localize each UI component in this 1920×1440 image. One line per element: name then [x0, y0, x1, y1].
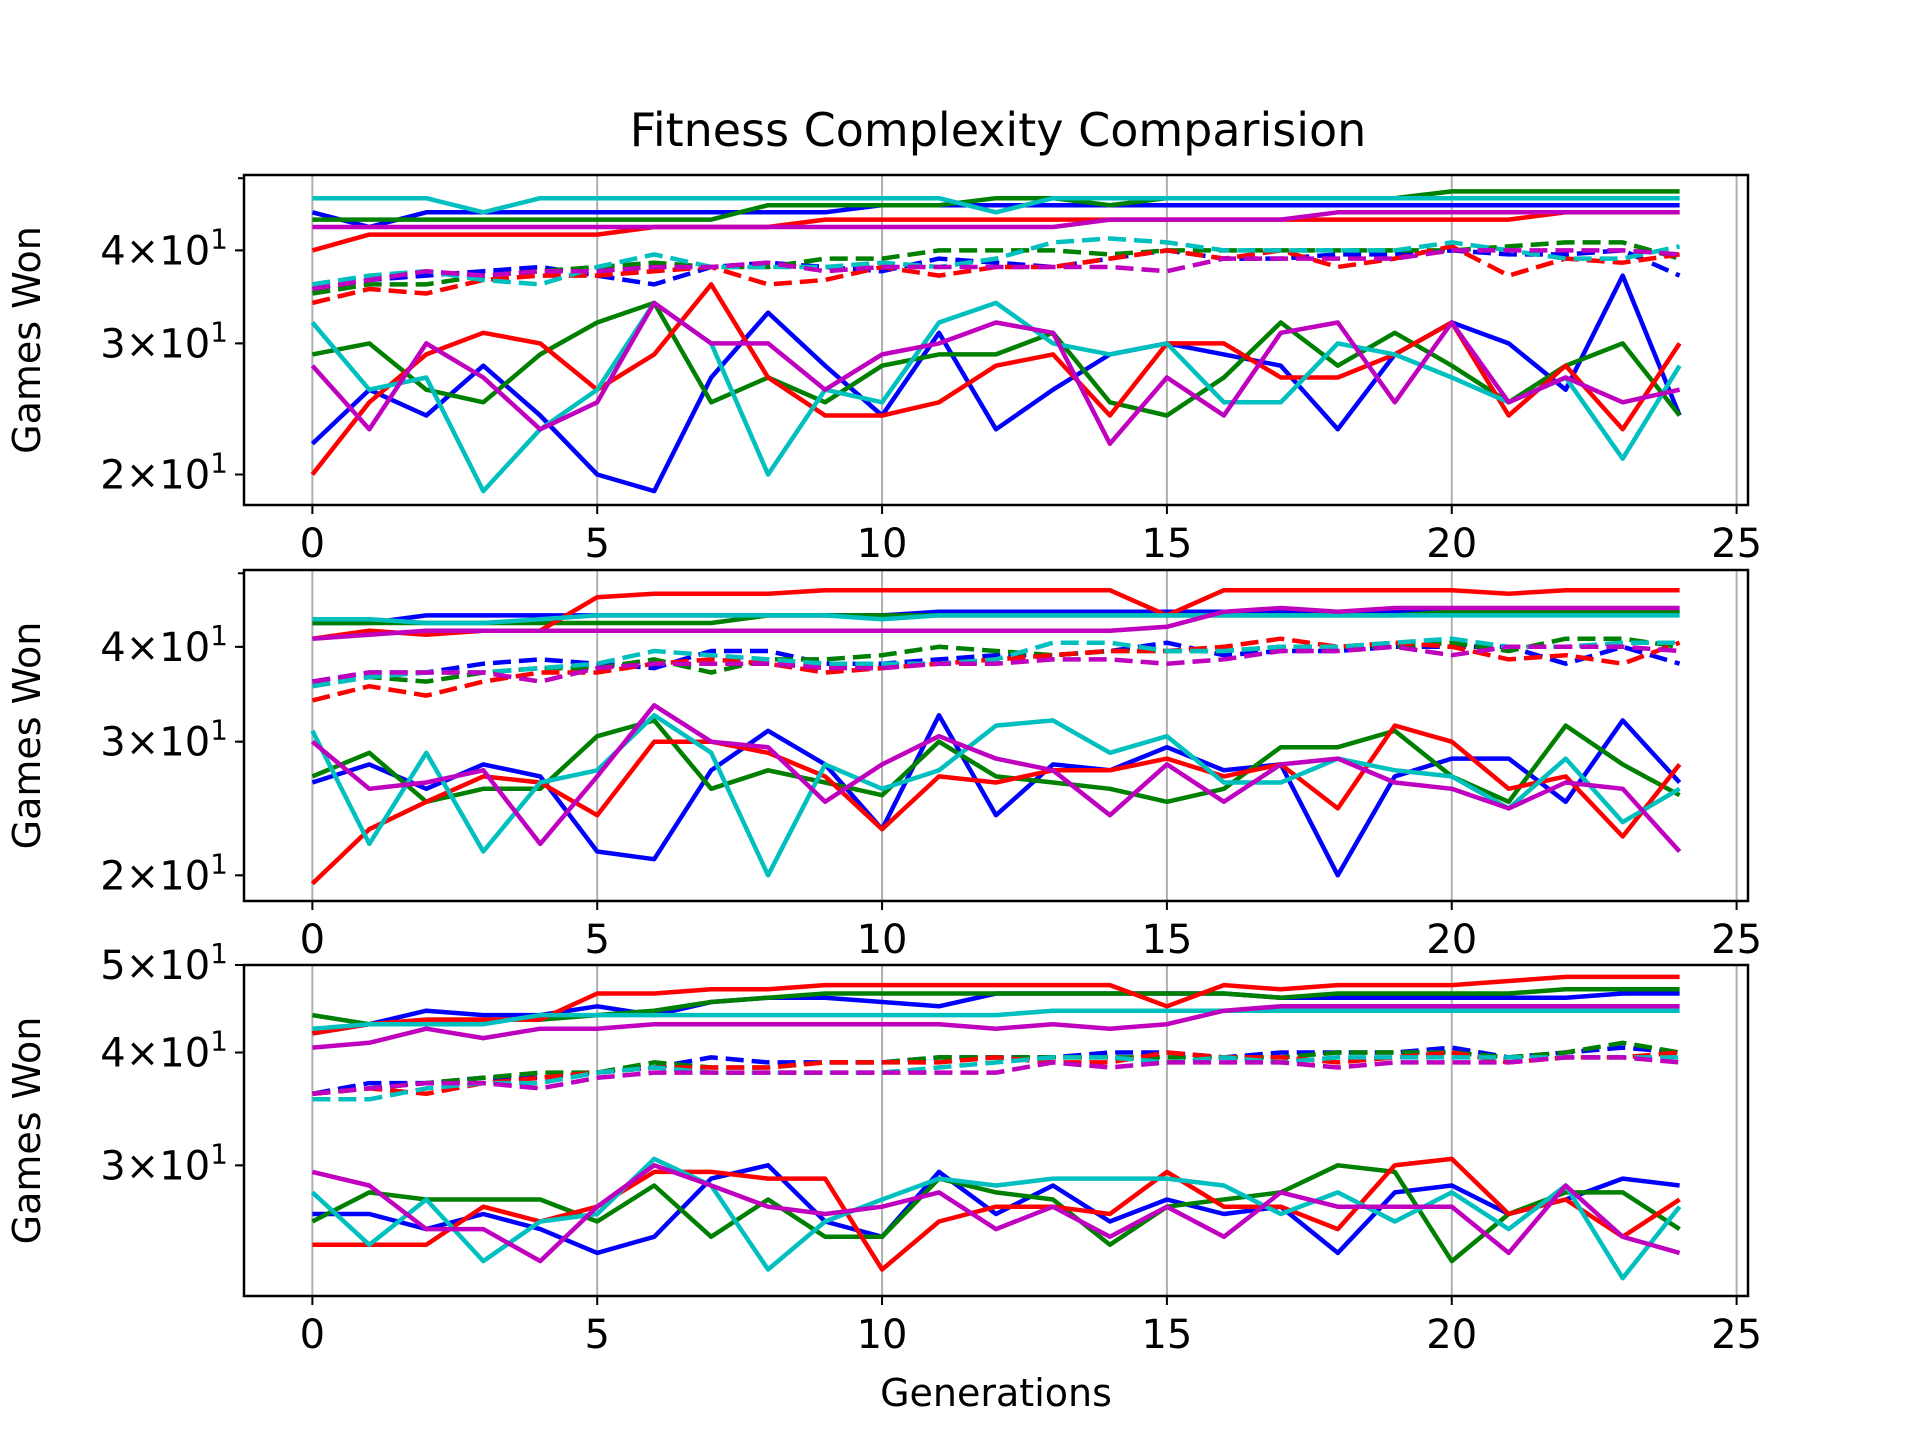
series-line-4	[312, 613, 1680, 626]
series-line-8-dashed	[311, 244, 1680, 306]
series-line-12	[311, 1163, 1681, 1264]
x-tick-label: 25	[1711, 917, 1762, 963]
series-line-11	[312, 1163, 1680, 1256]
axes-frame	[242, 568, 1750, 903]
series-line-9-dashed	[312, 1055, 1680, 1102]
axes-frame	[242, 963, 1750, 1298]
subplot-1: 0 5 10 15 20 25 2×101 3×101 4×101 Games Won	[5, 173, 1762, 567]
x-tick-label: 5	[584, 521, 609, 567]
x-tick-label: 25	[1711, 1312, 1762, 1358]
series-line-3	[311, 210, 1680, 253]
series-line-15	[311, 1163, 1681, 1264]
x-tick-label: 20	[1426, 917, 1477, 963]
y-tick-label: 3×101	[100, 315, 228, 367]
x-tick-label: 0	[300, 1312, 325, 1358]
series-line-4	[312, 195, 1680, 215]
series-line-3	[312, 974, 1680, 1036]
axes-frame	[242, 173, 1750, 507]
series-line-8-dashed	[312, 1050, 1680, 1097]
x-tick-label: 0	[300, 521, 325, 567]
y-tick-label: 2×101	[100, 447, 228, 499]
series-line-1	[311, 202, 1680, 230]
y-axis-label: Games Won	[5, 1017, 49, 1245]
x-tick-label: 20	[1426, 1312, 1477, 1358]
x-tick-label: 5	[584, 1312, 609, 1358]
y-tick-label: 4×101	[100, 222, 228, 274]
x-tick-label: 0	[300, 917, 325, 963]
x-tick-label: 10	[857, 1312, 908, 1358]
series-line-7-dashed	[312, 636, 1680, 689]
y-tick-label: 4×101	[100, 619, 228, 671]
x-tick-label: 15	[1141, 521, 1192, 567]
x-tick-label: 10	[857, 917, 908, 963]
series-line-7-dashed	[312, 1040, 1680, 1097]
x-tick-label: 25	[1711, 521, 1762, 567]
x-axis-label: Generations	[880, 1371, 1112, 1415]
series-line-10-dashed	[312, 1055, 1680, 1097]
x-tick-label: 5	[584, 917, 609, 963]
series-line-10-dashed	[312, 644, 1680, 684]
series-line-2	[312, 189, 1680, 222]
series-line-15	[310, 703, 1682, 854]
x-tick-label: 10	[857, 521, 908, 567]
y-axis-label: Games Won	[5, 622, 49, 850]
series-line-4	[312, 1008, 1680, 1031]
x-tick-label: 15	[1141, 1312, 1192, 1358]
chart-title: Fitness Complexity Comparision	[630, 103, 1367, 157]
x-tick-label: 20	[1426, 521, 1477, 567]
series-line-9-dashed	[312, 236, 1681, 287]
series-line-7-dashed	[312, 240, 1681, 296]
series-line-13	[310, 723, 1682, 886]
subplot-3: 0 5 10 15 20 25 3×101 4×101 5×101 Games Won Genera…	[5, 937, 1762, 1415]
series-line-15	[310, 300, 1681, 446]
series-line-5	[312, 605, 1680, 641]
y-axis-label: Games Won	[5, 226, 49, 454]
series-line-11	[310, 273, 1682, 494]
x-tick-label: 15	[1141, 917, 1192, 963]
series-line-9-dashed	[312, 636, 1680, 689]
y-tick-label: 4×101	[100, 1025, 228, 1077]
series-line-14	[310, 1156, 1682, 1281]
y-tick-label: 5×101	[100, 937, 228, 989]
subplot-2: 0 5 10 15 20 25 2×101 3×101 4×101 Games Won	[5, 568, 1762, 963]
series-line-5	[312, 1004, 1680, 1050]
series-line-14	[310, 713, 1681, 878]
y-tick-label: 2×101	[100, 847, 228, 899]
series-line-10-dashed	[312, 248, 1680, 292]
series-line-11	[311, 713, 1682, 878]
y-tick-label: 3×101	[100, 714, 228, 766]
series-line-5	[312, 210, 1680, 230]
y-tick-label: 3×101	[100, 1137, 228, 1189]
series-line-12	[311, 300, 1682, 418]
